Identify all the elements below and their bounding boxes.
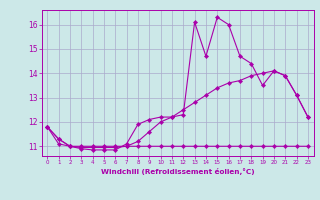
X-axis label: Windchill (Refroidissement éolien,°C): Windchill (Refroidissement éolien,°C) bbox=[101, 168, 254, 175]
